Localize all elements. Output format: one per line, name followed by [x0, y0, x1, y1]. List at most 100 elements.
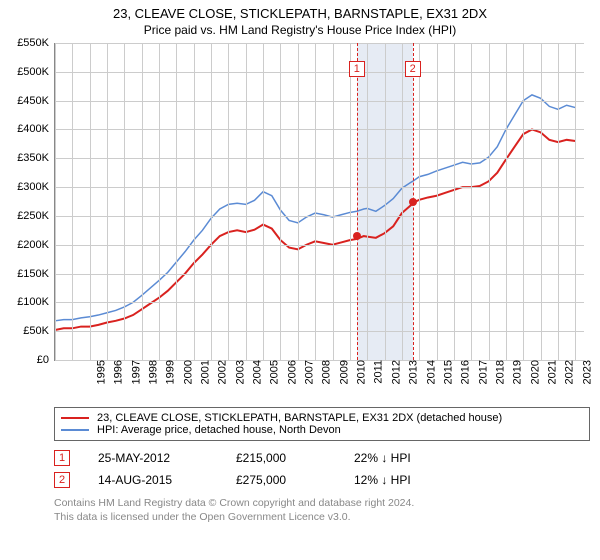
x-gridline [367, 43, 368, 360]
x-gridline [298, 43, 299, 360]
legend-swatch [61, 417, 89, 419]
x-tick-label: 1999 [161, 360, 177, 384]
y-tick-label: £0 [37, 354, 55, 366]
x-tick-label: 1997 [126, 360, 142, 384]
x-tick-label: 2023 [577, 360, 593, 384]
x-gridline [454, 43, 455, 360]
y-gridline [55, 302, 584, 303]
x-gridline [90, 43, 91, 360]
y-tick-label: £500K [17, 66, 55, 78]
chart-area: £0£50K£100K£150K£200K£250K£300K£350K£400… [54, 43, 584, 403]
x-gridline [124, 43, 125, 360]
x-gridline [107, 43, 108, 360]
x-gridline [280, 43, 281, 360]
x-gridline [246, 43, 247, 360]
y-tick-label: £50K [23, 325, 55, 337]
x-tick-label: 2013 [404, 360, 420, 384]
y-tick-label: £250K [17, 210, 55, 222]
sale-price: £275,000 [236, 473, 326, 487]
sale-vline [357, 43, 358, 360]
sale-marker-box: 1 [349, 61, 365, 77]
y-gridline [55, 129, 584, 130]
x-gridline [194, 43, 195, 360]
x-gridline [558, 43, 559, 360]
y-tick-label: £450K [17, 95, 55, 107]
x-gridline [142, 43, 143, 360]
x-tick-label: 2000 [178, 360, 194, 384]
x-gridline [350, 43, 351, 360]
y-tick-label: £100K [17, 296, 55, 308]
sale-index-box: 1 [54, 450, 70, 466]
x-gridline [541, 43, 542, 360]
chart-subtitle: Price paid vs. HM Land Registry's House … [10, 23, 590, 37]
y-tick-label: £200K [17, 239, 55, 251]
lines-svg [55, 43, 584, 360]
sale-price: £215,000 [236, 451, 326, 465]
x-tick-label: 1996 [109, 360, 125, 384]
footnote-line: This data is licensed under the Open Gov… [54, 511, 590, 525]
footnote-line: Contains HM Land Registry data © Crown c… [54, 497, 590, 511]
x-tick-label: 2016 [456, 360, 472, 384]
x-gridline [72, 43, 73, 360]
legend-row: HPI: Average price, detached house, Nort… [61, 424, 583, 436]
x-tick-label: 2001 [196, 360, 212, 384]
x-gridline [523, 43, 524, 360]
x-gridline [489, 43, 490, 360]
x-tick-label: 2004 [248, 360, 264, 384]
chart-title: 23, CLEAVE CLOSE, STICKLEPATH, BARNSTAPL… [10, 6, 590, 21]
x-tick-label: 2002 [213, 360, 229, 384]
sales-table: 1 25-MAY-2012 £215,000 22% ↓ HPI 2 14-AUG-201… [54, 447, 590, 491]
footnote: Contains HM Land Registry data © Crown c… [54, 497, 590, 524]
x-tick-label: 2014 [421, 360, 437, 384]
x-gridline [315, 43, 316, 360]
x-gridline [211, 43, 212, 360]
sale-marker-box: 2 [405, 61, 421, 77]
x-tick-label: 2010 [352, 360, 368, 384]
sale-row: 2 14-AUG-2015 £275,000 12% ↓ HPI [54, 469, 590, 491]
x-tick-label: 1998 [144, 360, 160, 384]
sale-delta: 12% ↓ HPI [354, 473, 411, 487]
y-gridline [55, 274, 584, 275]
legend-swatch [61, 429, 89, 431]
x-gridline [228, 43, 229, 360]
y-gridline [55, 101, 584, 102]
legend-label: HPI: Average price, detached house, Nort… [97, 424, 341, 436]
x-gridline [506, 43, 507, 360]
x-gridline [55, 43, 56, 360]
y-gridline [55, 43, 584, 44]
legend-row: 23, CLEAVE CLOSE, STICKLEPATH, BARNSTAPL… [61, 412, 583, 424]
x-tick-label: 2021 [543, 360, 559, 384]
sale-delta: 22% ↓ HPI [354, 451, 411, 465]
x-gridline [333, 43, 334, 360]
sale-date: 14-AUG-2015 [98, 473, 208, 487]
x-gridline [176, 43, 177, 360]
y-tick-label: £150K [17, 268, 55, 280]
x-tick-label: 2018 [491, 360, 507, 384]
sale-date: 25-MAY-2012 [98, 451, 208, 465]
legend-label: 23, CLEAVE CLOSE, STICKLEPATH, BARNSTAPL… [97, 412, 502, 424]
y-gridline [55, 245, 584, 246]
x-tick-label: 2011 [368, 360, 384, 384]
x-tick-label: 2012 [387, 360, 403, 384]
x-tick-label: 1995 [92, 360, 108, 384]
x-tick-label: 2006 [283, 360, 299, 384]
x-gridline [575, 43, 576, 360]
x-tick-label: 2020 [525, 360, 541, 384]
y-gridline [55, 331, 584, 332]
legend: 23, CLEAVE CLOSE, STICKLEPATH, BARNSTAPL… [54, 407, 590, 441]
y-gridline [55, 187, 584, 188]
x-gridline [385, 43, 386, 360]
y-tick-label: £550K [17, 37, 55, 49]
x-tick-label: 2015 [439, 360, 455, 384]
y-tick-label: £400K [17, 123, 55, 135]
x-tick-label: 2019 [508, 360, 524, 384]
sale-point [409, 198, 417, 206]
y-tick-label: £350K [17, 152, 55, 164]
x-tick-label: 2022 [560, 360, 576, 384]
sale-index-box: 2 [54, 472, 70, 488]
x-gridline [471, 43, 472, 360]
y-gridline [55, 158, 584, 159]
x-gridline [437, 43, 438, 360]
x-gridline [263, 43, 264, 360]
x-tick-label: 2005 [265, 360, 281, 384]
